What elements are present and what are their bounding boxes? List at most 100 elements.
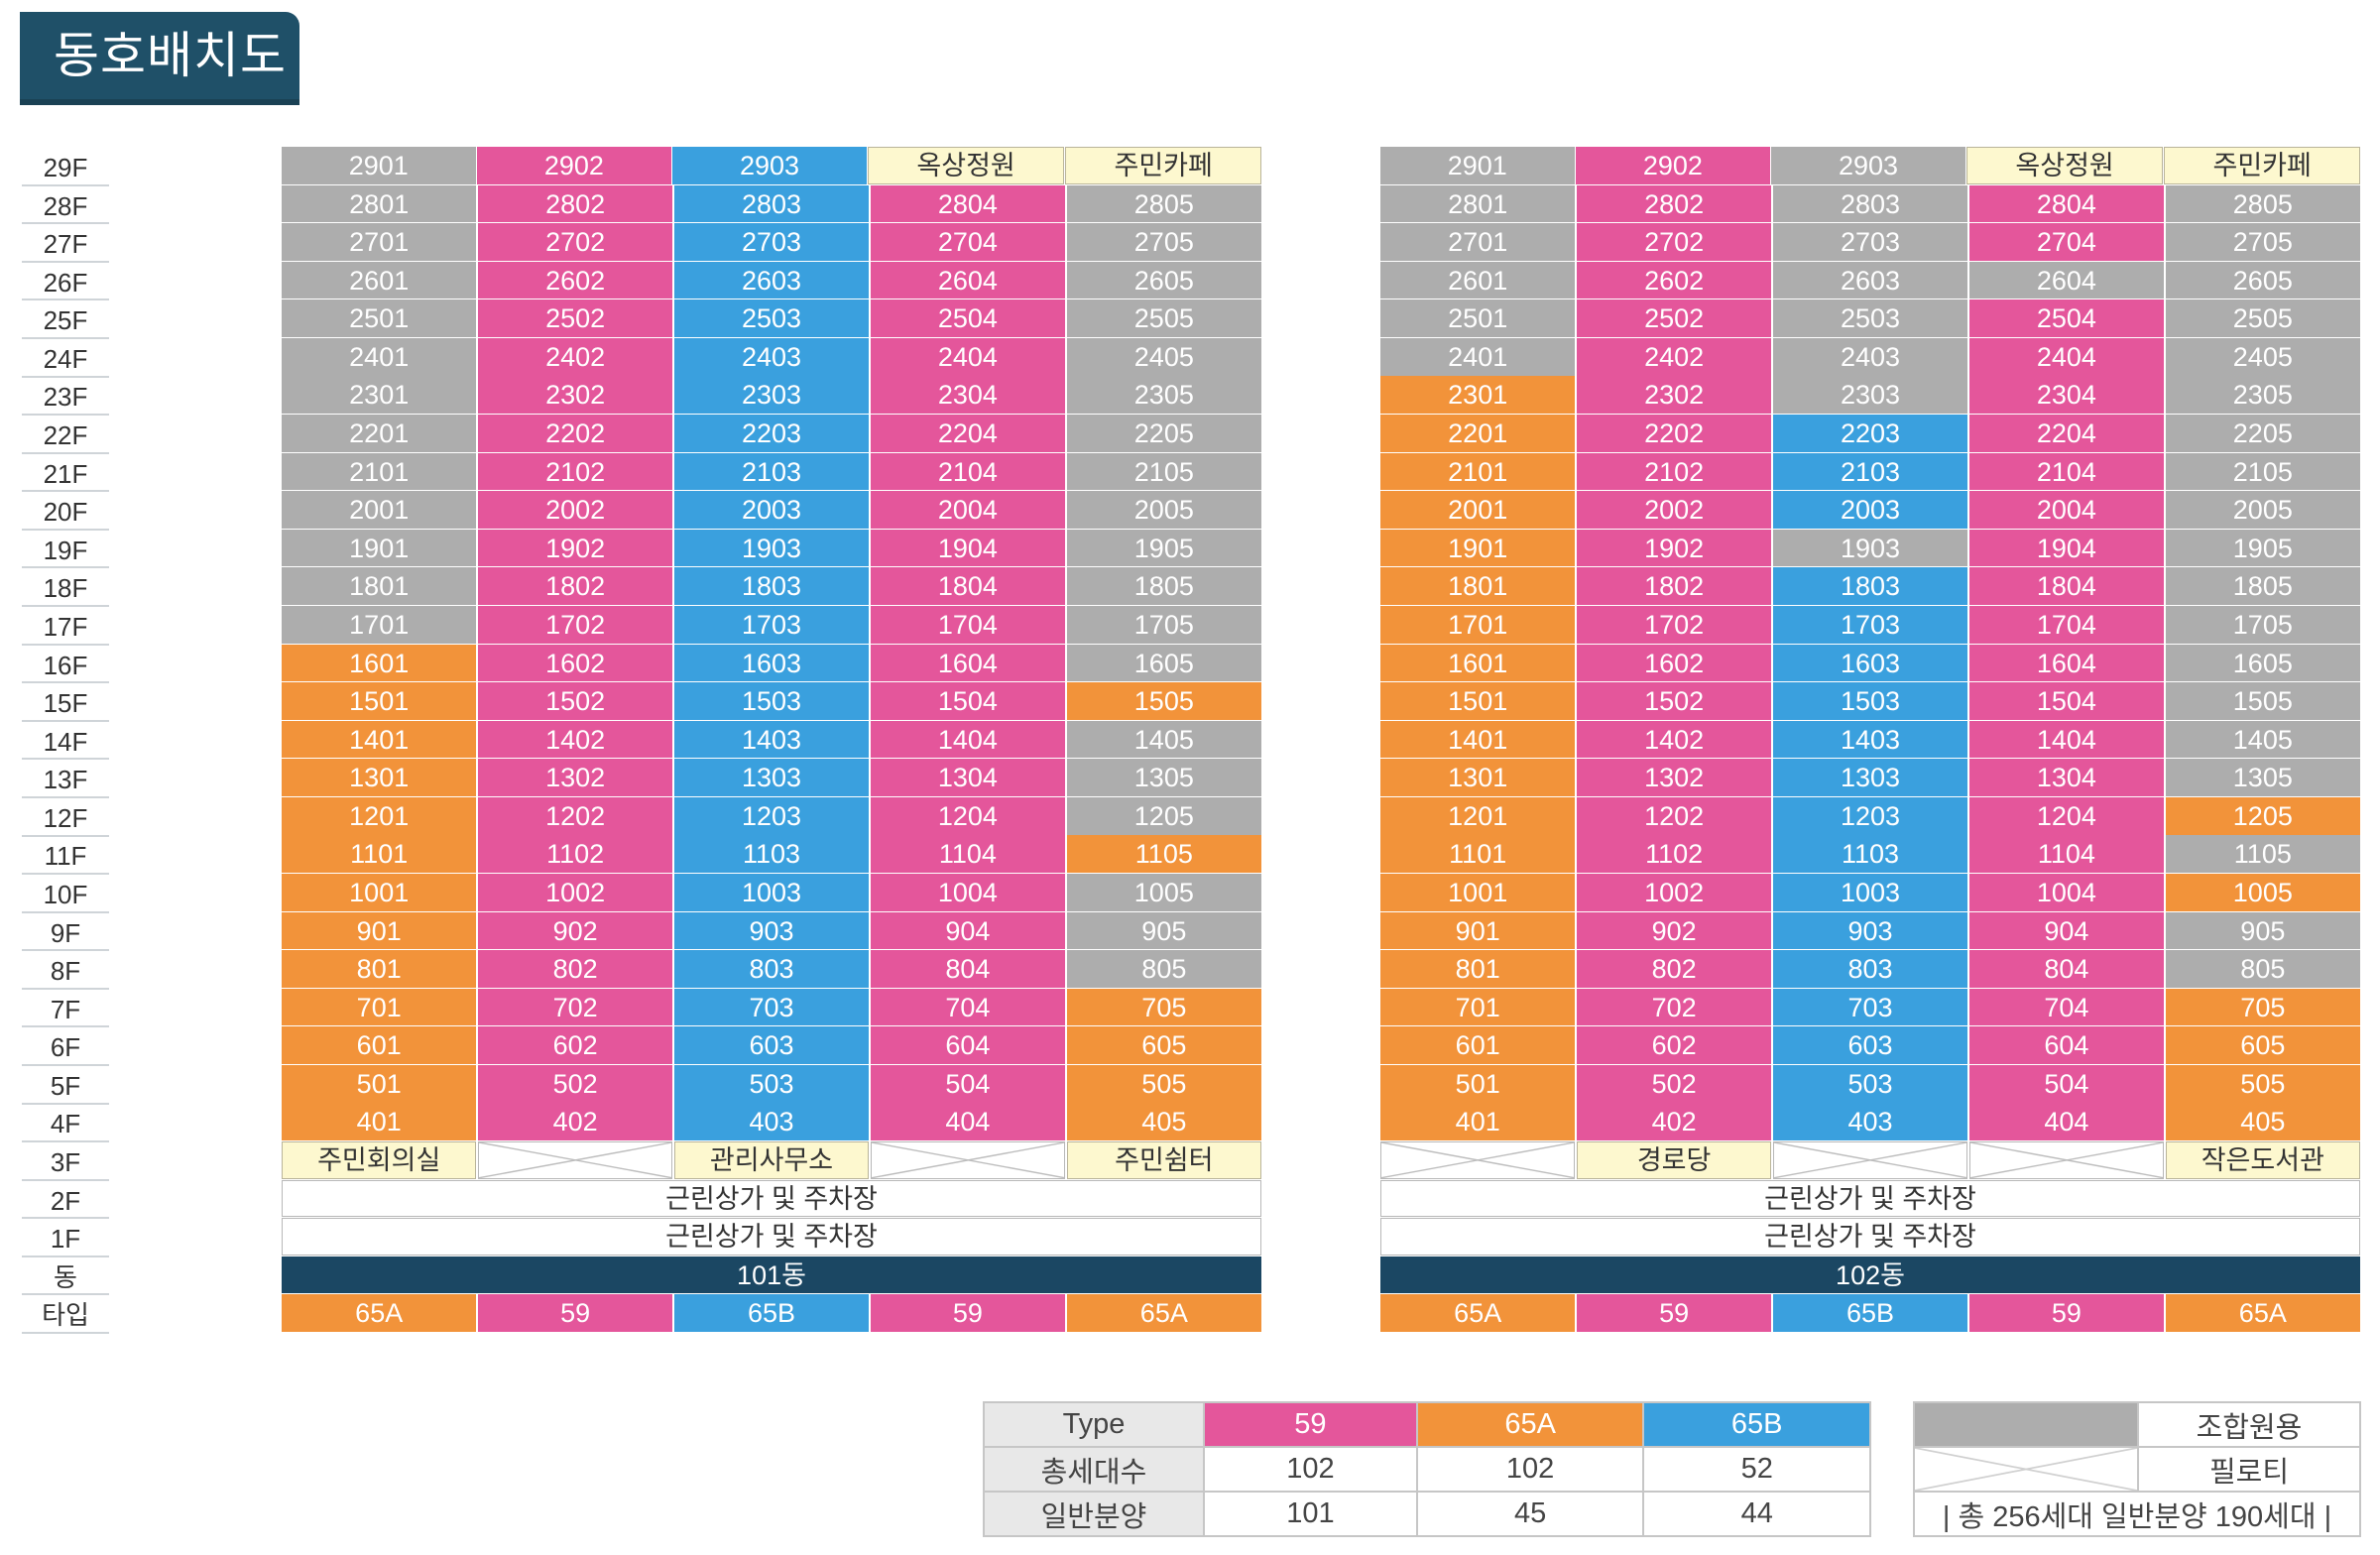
unit-cell: 1202 bbox=[1576, 796, 1772, 835]
total-65b: 52 bbox=[1642, 1446, 1871, 1493]
unit-cell: 65B bbox=[673, 1294, 870, 1333]
unit-cell: 1401 bbox=[1380, 720, 1576, 759]
commercial-parking-cell: 근린상가 및 주차장 bbox=[282, 1179, 1261, 1218]
unit-cell: 402 bbox=[1576, 1103, 1772, 1141]
unit-cell: 2605 bbox=[1066, 261, 1262, 299]
unit-cell: 2701 bbox=[1380, 223, 1576, 261]
unit-cell: 1904 bbox=[870, 529, 1066, 567]
unit-cell: 404 bbox=[1968, 1103, 2165, 1141]
unit-cell: 59 bbox=[870, 1294, 1066, 1333]
type-65b: 65B bbox=[1642, 1401, 1871, 1448]
facility-cell: 옥상정원 bbox=[868, 147, 1064, 184]
unit-cell: 2202 bbox=[477, 415, 673, 452]
type-65a: 65A bbox=[1415, 1401, 1645, 1448]
unit-cell: 2002 bbox=[477, 491, 673, 529]
unit-cell: 2204 bbox=[870, 415, 1066, 452]
unit-cell: 2701 bbox=[282, 223, 477, 261]
unit-cell: 2804 bbox=[870, 184, 1066, 223]
floor-row: 1801 1802 1803 1804 1805 bbox=[1380, 567, 2361, 606]
unit-cell: 1905 bbox=[1066, 529, 1262, 567]
unit-cell: 1505 bbox=[1066, 682, 1262, 720]
unit-cell: 2303 bbox=[1772, 376, 1968, 415]
unit-cell: 405 bbox=[2165, 1103, 2361, 1141]
facility-cell: 관리사무소 bbox=[673, 1141, 870, 1179]
floor-row: 601 602 603 604 605 bbox=[1380, 1026, 2361, 1064]
unit-cell: 2504 bbox=[1968, 299, 2165, 337]
floor-row: 1201 1202 1203 1204 1205 bbox=[282, 796, 1262, 835]
floor-row: 근린상가 및 주차장 bbox=[282, 1179, 1261, 1218]
unit-cell: 1902 bbox=[477, 529, 673, 567]
unit-cell: 2801 bbox=[1380, 184, 1576, 223]
facility-cell: 작은도서관 bbox=[2165, 1141, 2361, 1179]
total-households-label: 총세대수 bbox=[983, 1446, 1205, 1493]
unit-cell: 1405 bbox=[2165, 720, 2361, 759]
unit-cell: 1805 bbox=[2165, 567, 2361, 606]
floor-label: 7F bbox=[22, 991, 109, 1028]
floor-row: 501 502 503 504 505 bbox=[282, 1064, 1262, 1103]
floor-label: 21F bbox=[22, 455, 109, 493]
floor-row: 2001 2002 2003 2004 2005 bbox=[1380, 491, 2361, 529]
unit-cell: 1804 bbox=[870, 567, 1066, 606]
floor-row: 1101 1102 1103 1104 1105 bbox=[282, 835, 1262, 874]
unit-cell: 1004 bbox=[870, 873, 1066, 911]
unit-cell: 2603 bbox=[1772, 261, 1968, 299]
floor-row: 102동 bbox=[1380, 1256, 2360, 1294]
unit-cell: 2304 bbox=[1968, 376, 2165, 415]
unit-cell: 59 bbox=[477, 1294, 673, 1333]
unit-cell: 2901 bbox=[282, 147, 476, 184]
unit-cell: 1803 bbox=[1772, 567, 1968, 606]
unit-cell: 603 bbox=[1772, 1026, 1968, 1064]
unit-cell: 2703 bbox=[673, 223, 870, 261]
unit-cell: 1403 bbox=[673, 720, 870, 759]
unit-cell: 902 bbox=[477, 911, 673, 950]
unit-cell: 2803 bbox=[673, 184, 870, 223]
unit-cell: 801 bbox=[282, 950, 477, 988]
unit-cell: 704 bbox=[1968, 988, 2165, 1026]
unit-cell: 602 bbox=[477, 1026, 673, 1064]
unit-cell: 1201 bbox=[282, 796, 477, 835]
floor-label: 4F bbox=[22, 1105, 109, 1143]
floor-row: 501 502 503 504 505 bbox=[1380, 1064, 2361, 1103]
unit-cell: 2104 bbox=[870, 452, 1066, 491]
floor-row: 1601 1602 1603 1604 1605 bbox=[1380, 644, 2361, 682]
unit-cell: 1301 bbox=[282, 759, 477, 796]
unit-cell: 2205 bbox=[2165, 415, 2361, 452]
unit-cell: 2101 bbox=[1380, 452, 1576, 491]
unit-cell: 2902 bbox=[1576, 147, 1770, 184]
unit-cell: 65A bbox=[1380, 1294, 1576, 1333]
floor-label: 19F bbox=[22, 532, 109, 569]
unit-cell: 602 bbox=[1576, 1026, 1772, 1064]
unit-cell: 601 bbox=[1380, 1026, 1576, 1064]
unit-cell: 2002 bbox=[1576, 491, 1772, 529]
unit-cell: 605 bbox=[2165, 1026, 2361, 1064]
unit-cell: 2405 bbox=[1066, 337, 1262, 376]
unit-cell: 59 bbox=[1576, 1294, 1772, 1333]
unit-cell: 1401 bbox=[282, 720, 477, 759]
unit-cell: 1104 bbox=[1968, 835, 2165, 874]
floor-label: 22F bbox=[22, 417, 109, 454]
unit-cell: 1802 bbox=[477, 567, 673, 606]
unit-cell: 1601 bbox=[282, 644, 477, 682]
unit-cell: 2802 bbox=[477, 184, 673, 223]
unit-cell: 505 bbox=[2165, 1064, 2361, 1103]
unit-cell: 502 bbox=[1576, 1064, 1772, 1103]
unit-cell: 1105 bbox=[1066, 835, 1262, 874]
unit-cell: 1103 bbox=[1772, 835, 1968, 874]
unit-cell: 1605 bbox=[2165, 644, 2361, 682]
unit-cell: 2601 bbox=[282, 261, 477, 299]
unit-cell: 1905 bbox=[2165, 529, 2361, 567]
unit-cell: 1904 bbox=[1968, 529, 2165, 567]
unit-cell: 1003 bbox=[673, 873, 870, 911]
commercial-parking-cell: 근린상가 및 주차장 bbox=[282, 1218, 1261, 1256]
commercial-parking-cell: 근린상가 및 주차장 bbox=[1380, 1218, 2360, 1256]
unit-cell: 2302 bbox=[477, 376, 673, 415]
unit-cell: 2401 bbox=[1380, 337, 1576, 376]
building-102-grid: 2901 2902 2903 옥상정원 주민카페 2801 2802 2803 2804 2805… bbox=[1380, 147, 2361, 1333]
floor-row: 1501 1502 1503 1504 1505 bbox=[1380, 682, 2361, 720]
unit-cell: 1504 bbox=[870, 682, 1066, 720]
floor-row: 2101 2102 2103 2104 2105 bbox=[1380, 452, 2361, 491]
unit-cell: 59 bbox=[1968, 1294, 2165, 1333]
unit-cell: 2001 bbox=[282, 491, 477, 529]
pilotis-cross-icon bbox=[1381, 1142, 1575, 1178]
facility-cell: 주민회의실 bbox=[282, 1141, 477, 1179]
